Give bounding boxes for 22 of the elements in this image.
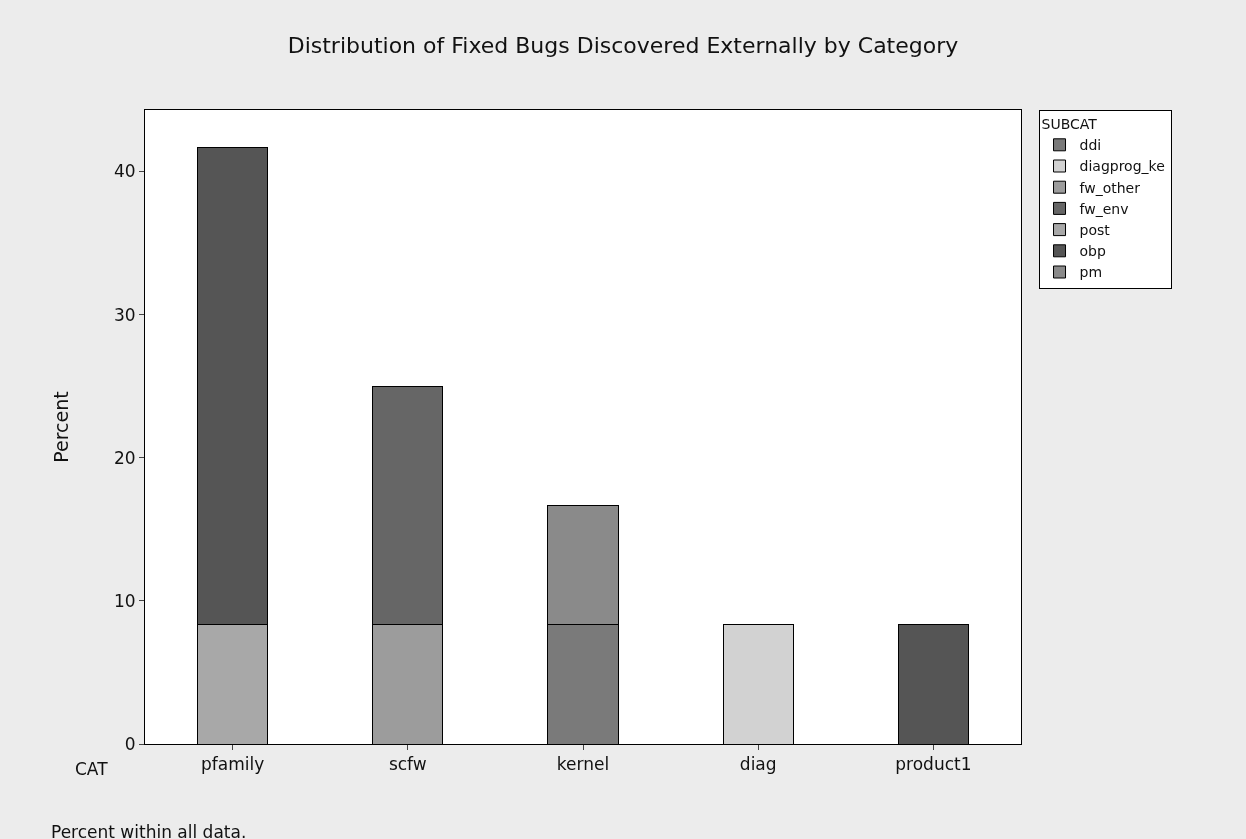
y-tick-label: 0 xyxy=(124,733,136,754)
y-tick-label: 10 xyxy=(113,590,136,611)
legend-label: fw_env xyxy=(1079,200,1129,217)
x-tick-label: pfamily xyxy=(200,754,265,775)
chart-title: Distribution of Fixed Bugs Discovered Externally by Category xyxy=(287,33,959,59)
legend-title: SUBCAT xyxy=(1041,116,1098,133)
y-tick-label: 20 xyxy=(113,447,136,468)
text: Percent within all data. xyxy=(51,822,247,839)
legend-label: post xyxy=(1079,222,1111,239)
x-tick-label: scfw xyxy=(388,754,427,775)
legend-label: pm xyxy=(1079,264,1103,281)
legend-label: obp xyxy=(1079,243,1106,260)
y-axis-title: Percent xyxy=(49,391,72,463)
legend-label: ddi xyxy=(1079,137,1102,154)
y-tick-label: 40 xyxy=(113,161,136,182)
x-tick-label: kernel xyxy=(556,754,610,775)
x-axis-title: CAT xyxy=(75,759,109,779)
y-tick-label: 30 xyxy=(113,304,136,325)
x-tick-label: diag xyxy=(739,754,777,775)
legend-label: fw_other xyxy=(1079,179,1141,196)
legend-label: diagprog_ke xyxy=(1079,158,1165,175)
x-tick-label: product1 xyxy=(895,754,972,775)
